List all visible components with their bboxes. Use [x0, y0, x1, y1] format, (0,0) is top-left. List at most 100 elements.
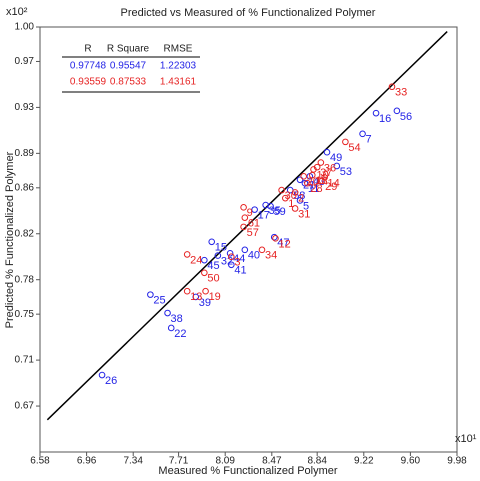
y-tick-label: 0.75: [15, 309, 35, 320]
point: [296, 176, 304, 184]
point: [321, 174, 328, 181]
point-label: 58: [293, 190, 305, 202]
point: [281, 194, 289, 202]
point: [208, 238, 216, 246]
point: [167, 324, 175, 332]
x-tick-label: 8.09: [215, 456, 235, 467]
point: [308, 171, 316, 179]
point: [300, 173, 307, 180]
y-multiplier: x10²: [6, 6, 28, 18]
point: [226, 249, 234, 257]
point-label: 44: [233, 253, 245, 265]
point: [241, 246, 249, 254]
y-tick-label: 0.93: [15, 102, 35, 113]
point-label: 38: [171, 313, 183, 325]
point: [201, 256, 208, 264]
point-label: 24: [190, 254, 202, 266]
table-cell: 0.93559: [70, 77, 107, 88]
point-label: 50: [207, 273, 219, 285]
x-tick-label: 8.84: [307, 456, 327, 467]
point: [313, 163, 321, 171]
x-tick-label: 9.60: [401, 456, 421, 467]
point-label: 56: [400, 111, 412, 123]
point: [183, 287, 191, 295]
point: [342, 138, 349, 146]
point-label: 15: [215, 242, 227, 254]
point-label: 54: [348, 142, 360, 154]
point-label: 13: [190, 291, 202, 303]
point-label: 9: [247, 207, 253, 219]
point-label: 5: [303, 200, 309, 212]
point: [278, 186, 285, 194]
point-label: 53: [340, 166, 352, 178]
point: [251, 206, 258, 213]
y-tick-label: 0.67: [15, 401, 35, 412]
point-label: 28: [310, 183, 322, 195]
y-tick-label: 0.78: [15, 274, 35, 285]
point: [291, 205, 299, 212]
point-label: 22: [174, 328, 186, 340]
table-cell: 0.87533: [110, 77, 147, 88]
point: [317, 159, 325, 166]
point-label: 14: [328, 177, 340, 189]
chart-title: Predicted vs Measured of % Functionalize…: [121, 7, 376, 19]
point: [240, 204, 247, 211]
point-label: 40: [248, 250, 260, 262]
point-label: 7: [366, 134, 372, 146]
point-label: 37: [320, 167, 332, 179]
point-label: 35: [269, 205, 281, 217]
point-label: 3: [234, 257, 240, 269]
x-multiplier: x10¹: [455, 433, 477, 445]
point-label: 47: [277, 237, 289, 249]
point-label: 25: [153, 295, 165, 307]
point-label: 57: [247, 227, 259, 239]
point-label: 1: [288, 198, 294, 210]
table-header: RMSE: [164, 44, 193, 55]
point-label: 18: [315, 175, 327, 187]
x-tick-label: 9.98: [447, 456, 467, 467]
point: [333, 162, 341, 170]
x-axis-label: Measured % Functionalized Polymer: [158, 465, 337, 477]
point-label: 26: [105, 375, 117, 387]
point-label: 16: [379, 113, 391, 125]
point: [228, 253, 235, 261]
point: [98, 371, 106, 379]
point: [202, 287, 209, 295]
point-label: 41: [234, 265, 246, 277]
x-tick-label: 7.34: [123, 456, 143, 467]
point-label: 36: [324, 162, 336, 174]
point: [270, 233, 278, 241]
point-label: 12: [278, 238, 290, 250]
point-label: 49: [330, 152, 342, 164]
y-axis-label: Predicted % Functionalized Polymer: [4, 151, 16, 328]
point-label: 31: [298, 208, 310, 220]
point: [240, 223, 247, 231]
point: [258, 246, 266, 254]
point-label: 59: [274, 206, 286, 218]
x-tick-label: 9.22: [354, 456, 374, 467]
point: [241, 214, 249, 221]
point: [291, 189, 299, 196]
point: [388, 83, 396, 91]
point: [267, 202, 274, 210]
point: [296, 197, 304, 204]
point: [164, 309, 171, 317]
point: [272, 235, 279, 242]
y-tick-label: 0.71: [15, 355, 35, 366]
y-tick-label: 1.00: [15, 22, 35, 33]
point: [301, 179, 309, 187]
x-tick-label: 6.58: [30, 456, 50, 467]
point: [214, 252, 222, 259]
point-label: 19: [209, 291, 221, 303]
point: [147, 291, 154, 298]
x-tick-label: 6.96: [77, 456, 97, 467]
point-label: 17: [258, 210, 270, 222]
y-tick-label: 0.86: [15, 182, 35, 193]
table-cell: 1.43161: [160, 77, 197, 88]
point-label: 29: [325, 181, 337, 193]
table-header: R: [84, 44, 91, 55]
point: [183, 251, 191, 258]
point-label: 39: [199, 297, 211, 309]
plot-frame: [39, 26, 458, 453]
point-label: 11: [308, 183, 319, 195]
